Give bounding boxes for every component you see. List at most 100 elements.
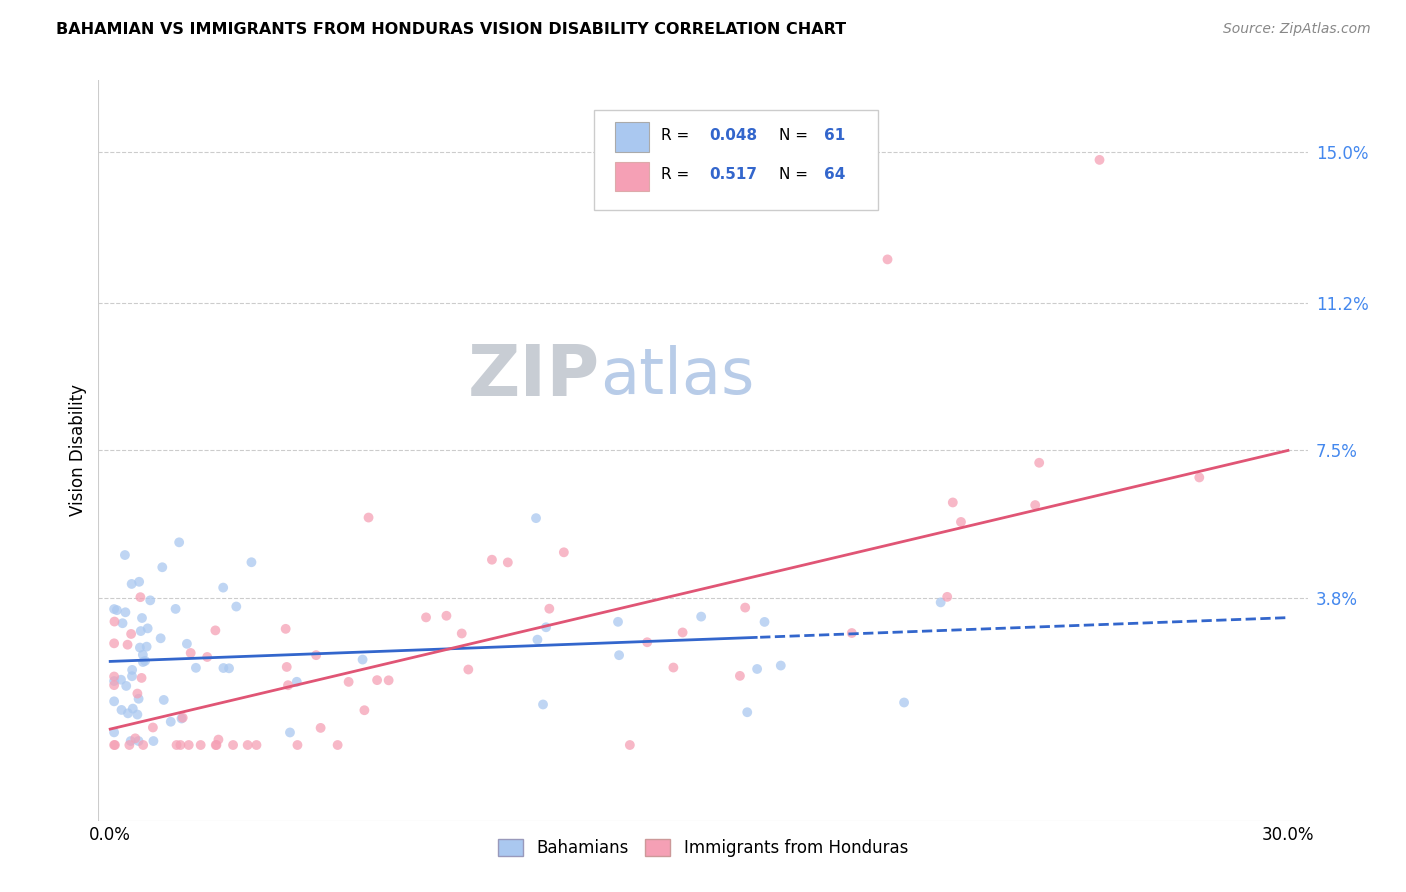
Point: [177, 738, 200, 752]
Point: [450, 626, 472, 640]
Point: [103, 725, 125, 739]
Point: [117, 706, 139, 721]
Point: [114, 548, 136, 562]
Point: [207, 732, 229, 747]
Point: [190, 738, 212, 752]
Point: [111, 616, 134, 631]
Point: [128, 691, 150, 706]
Point: [105, 603, 128, 617]
Point: [129, 640, 152, 655]
Point: [150, 560, 173, 574]
Point: [134, 654, 156, 668]
FancyBboxPatch shape: [595, 110, 879, 210]
Text: R =: R =: [661, 128, 693, 144]
Point: [184, 661, 207, 675]
Point: [204, 738, 226, 752]
Point: [166, 738, 188, 752]
Point: [481, 552, 503, 566]
Point: [305, 648, 328, 662]
Point: [278, 725, 301, 739]
Point: [236, 738, 259, 752]
Point: [120, 734, 142, 748]
Point: [121, 701, 143, 715]
Point: [103, 602, 125, 616]
Point: [276, 660, 298, 674]
Point: [104, 738, 127, 752]
Point: [131, 671, 153, 685]
Point: [274, 622, 297, 636]
Point: [457, 663, 479, 677]
Point: [607, 615, 630, 629]
Point: [876, 252, 898, 267]
Y-axis label: Vision Disability: Vision Disability: [69, 384, 87, 516]
Point: [165, 602, 187, 616]
Point: [128, 734, 150, 748]
Point: [353, 703, 375, 717]
Point: [172, 711, 194, 725]
Point: [662, 660, 685, 674]
Point: [1188, 470, 1211, 484]
Point: [1028, 456, 1050, 470]
Point: [132, 655, 155, 669]
Point: [212, 581, 235, 595]
Point: [128, 574, 150, 589]
Point: [212, 661, 235, 675]
Point: [366, 673, 388, 687]
Point: [287, 738, 309, 752]
Point: [149, 632, 172, 646]
Point: [225, 599, 247, 614]
Text: ZIP: ZIP: [468, 342, 600, 411]
Point: [176, 637, 198, 651]
Point: [121, 577, 143, 591]
Point: [195, 650, 218, 665]
Text: N =: N =: [779, 167, 813, 182]
Point: [132, 648, 155, 662]
Point: [357, 510, 380, 524]
Point: [129, 590, 152, 604]
Point: [285, 674, 308, 689]
Point: [337, 674, 360, 689]
Point: [841, 626, 863, 640]
Point: [103, 674, 125, 689]
Point: [167, 535, 190, 549]
Text: 64: 64: [824, 167, 845, 182]
Point: [690, 609, 713, 624]
Point: [754, 615, 776, 629]
Point: [352, 652, 374, 666]
Point: [728, 669, 751, 683]
Point: [326, 738, 349, 752]
Point: [127, 707, 149, 722]
Point: [734, 600, 756, 615]
Point: [124, 731, 146, 746]
Point: [117, 638, 139, 652]
Point: [309, 721, 332, 735]
Point: [538, 601, 561, 615]
Point: [169, 738, 191, 752]
Point: [769, 658, 792, 673]
Point: [745, 662, 768, 676]
Point: [121, 669, 143, 683]
Point: [553, 545, 575, 559]
Point: [1024, 498, 1046, 512]
Point: [936, 590, 959, 604]
Point: [136, 621, 159, 635]
Point: [531, 698, 554, 712]
Point: [245, 738, 267, 752]
Point: [120, 627, 142, 641]
Text: N =: N =: [779, 128, 813, 144]
Bar: [614, 161, 648, 191]
Point: [607, 648, 630, 663]
Point: [496, 556, 519, 570]
Point: [110, 673, 132, 687]
Point: [524, 511, 547, 525]
Text: atlas: atlas: [600, 345, 755, 408]
Point: [131, 611, 153, 625]
Point: [671, 625, 693, 640]
Point: [277, 678, 299, 692]
Point: [110, 703, 132, 717]
Legend: Bahamians, Immigrants from Honduras: Bahamians, Immigrants from Honduras: [491, 832, 915, 864]
Point: [436, 608, 458, 623]
Point: [139, 593, 162, 607]
Point: [949, 515, 972, 529]
Point: [893, 696, 915, 710]
